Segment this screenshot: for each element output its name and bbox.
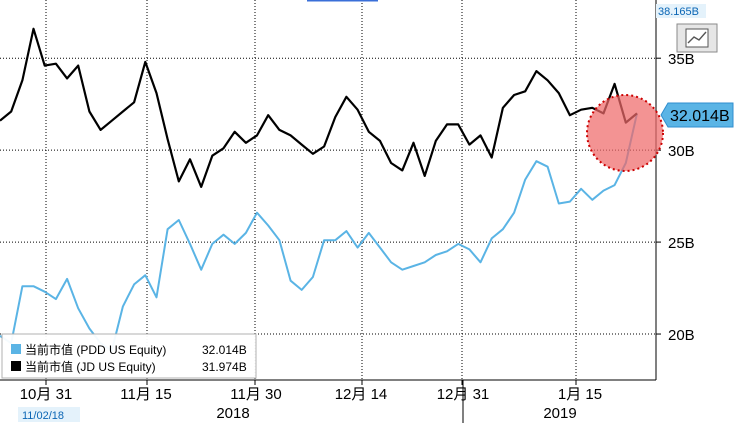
grid-layer	[0, 0, 656, 380]
legend-value-jd: 31.974B	[202, 360, 247, 374]
x-year-label: 2019	[543, 405, 576, 422]
y-tick-label: 20B	[668, 327, 695, 344]
legend-label-jd: 当前市值 (JD US Equity)	[25, 359, 156, 374]
x-tick-label: 10月 31	[20, 386, 73, 403]
legend-value-pdd: 32.014B	[202, 343, 247, 357]
pdd-last-value-label: 32.014B	[670, 108, 730, 125]
series-line-jd	[0, 27, 638, 188]
legend-label-pdd: 当前市值 (PDD US Equity)	[25, 342, 166, 357]
x-tick-label: 11月 15	[120, 386, 171, 403]
line-chart-icon	[685, 28, 709, 48]
y-tick-label: 30B	[668, 143, 695, 160]
y-tick-label: 25B	[668, 235, 695, 252]
x-tick-label: 1月 15	[558, 386, 602, 403]
pdd-last-value-callout: 32.014B	[660, 102, 734, 128]
legend-swatch-jd	[11, 361, 21, 371]
cursor-date-box: 11/02/18	[18, 407, 80, 422]
x-tick-label: 12月 14	[335, 386, 388, 403]
legend-item-jd: 当前市值 (JD US Equity) 31.974B	[11, 359, 247, 374]
chart-type-button[interactable]	[676, 23, 718, 53]
legend-item-pdd: 当前市值 (PDD US Equity) 32.014B	[11, 342, 247, 357]
y-max-label: 38.165B	[658, 6, 699, 18]
series-layer	[0, 27, 638, 352]
x-year-label: 2018	[216, 405, 249, 422]
legend-swatch-pdd	[11, 344, 21, 354]
highlight-circle-marker	[586, 94, 664, 172]
y-tick-label: 35B	[668, 51, 695, 68]
cursor-date-label: 11/02/18	[22, 410, 64, 422]
legend: 当前市值 (PDD US Equity) 32.014B 当前市值 (JD US…	[1, 333, 257, 379]
y-max-label-box: 38.165B	[656, 4, 706, 18]
x-tick-label: 11月 30	[230, 386, 281, 403]
